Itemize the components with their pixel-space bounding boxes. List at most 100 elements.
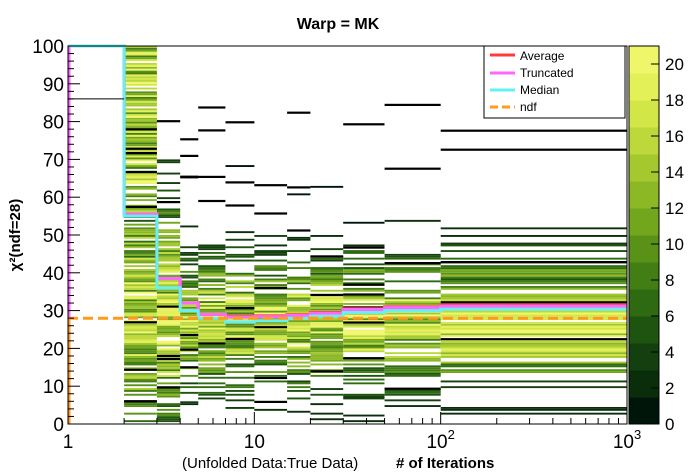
- heat-cell: [156, 418, 181, 421]
- heat-cell: [124, 231, 157, 234]
- heat-cell: [198, 301, 226, 303]
- heat-cell: [124, 182, 157, 184]
- heat-cell: [124, 310, 157, 313]
- heat-cell: [156, 210, 181, 213]
- heat-cell: [124, 53, 157, 56]
- heat-cell: [440, 242, 627, 245]
- heat-cell: [180, 356, 199, 358]
- heat-cell: [384, 369, 441, 372]
- heat-cell: [343, 221, 385, 224]
- heat-cell: [180, 391, 199, 394]
- heat-cell: [310, 289, 344, 292]
- heat-cell: [384, 390, 441, 392]
- heat-cell: [343, 357, 385, 360]
- heat-cell: [225, 352, 255, 355]
- heat-cell: [124, 295, 157, 298]
- heat-cell: [225, 327, 255, 330]
- heat-cell: [287, 236, 311, 239]
- heat-cell: [156, 214, 181, 217]
- heat-cell: [124, 289, 157, 292]
- heat-cell: [124, 314, 157, 317]
- heat-cell: [124, 367, 157, 370]
- heat-cell: [287, 348, 311, 351]
- heat-cell: [440, 344, 627, 347]
- heat-cell: [343, 303, 385, 305]
- heat-cell: [156, 354, 181, 358]
- heat-cell: [384, 312, 441, 315]
- heat-cell: [440, 276, 627, 279]
- heat-cell: [440, 250, 627, 252]
- heat-cell: [287, 380, 311, 383]
- heat-cell: [124, 142, 157, 145]
- heat-cell: [440, 325, 627, 328]
- heat-cell: [440, 310, 627, 313]
- heat-cell: [287, 193, 311, 196]
- heat-cell: [124, 380, 157, 383]
- heat-cell: [156, 240, 181, 243]
- heat-cell: [180, 348, 199, 351]
- heat-cell: [124, 110, 157, 113]
- heat-cell: [310, 418, 344, 421]
- heat-cell: [180, 270, 199, 273]
- heat-cell: [198, 303, 226, 305]
- heat-cell: [124, 352, 157, 355]
- heat-cell: [254, 184, 288, 187]
- y-tick-label: 70: [43, 150, 64, 171]
- heat-cell: [124, 269, 157, 271]
- heat-cell: [124, 159, 157, 162]
- heat-cell: [156, 388, 181, 390]
- heat-cell: [198, 244, 226, 247]
- heat-cell: [124, 180, 157, 183]
- heat-cell: [156, 189, 181, 192]
- heat-cell: [198, 386, 226, 389]
- heat-cell: [180, 334, 199, 337]
- heat-cell: [156, 386, 181, 389]
- x-tick-label: 10: [244, 432, 265, 453]
- heat-cell: [124, 123, 157, 126]
- heat-cell: [180, 320, 199, 322]
- heat-cell: [180, 138, 199, 141]
- heat-cell: [124, 306, 157, 309]
- heat-cell: [156, 316, 181, 319]
- heat-cell: [310, 269, 344, 271]
- x-axis-label-prefix: (Unfolded Data:True Data): [182, 455, 358, 472]
- heat-cell: [156, 244, 181, 247]
- color-scale-band: [629, 208, 659, 236]
- heat-cell: [225, 308, 255, 311]
- heat-cell: [124, 244, 157, 247]
- heat-cell: [198, 335, 226, 338]
- heat-cell: [310, 235, 344, 237]
- heat-cell: [198, 246, 226, 249]
- heat-cell: [124, 208, 157, 211]
- heat-cell: [310, 370, 344, 373]
- heat-cell: [254, 301, 288, 303]
- heat-cell: [225, 323, 255, 326]
- heat-cell: [384, 356, 441, 358]
- heat-cell: [124, 259, 157, 262]
- heat-cell: [440, 335, 627, 338]
- heat-cell: [310, 354, 344, 356]
- heat-cell: [384, 335, 441, 338]
- heat-cell: [343, 316, 385, 319]
- heat-cell: [156, 391, 181, 394]
- heat-cell: [384, 374, 441, 377]
- heat-cell: [124, 140, 157, 143]
- x-tick-exp: 3: [634, 427, 641, 442]
- heat-cell: [124, 219, 157, 222]
- heat-cell: [124, 74, 157, 77]
- heat-cell: [124, 320, 157, 322]
- heat-cell: [156, 352, 181, 355]
- heat-cell: [124, 63, 157, 65]
- heat-cell: [343, 344, 385, 347]
- heat-cell: [254, 303, 288, 305]
- heat-cell: [198, 338, 226, 341]
- heat-cell: [156, 331, 181, 334]
- heat-cell: [198, 397, 226, 400]
- heat-cell: [287, 329, 311, 332]
- heat-cell: [124, 308, 157, 311]
- heat-cell: [124, 301, 157, 303]
- heat-cell: [287, 335, 311, 338]
- heat-cell: [124, 403, 157, 406]
- heat-cell: [198, 272, 226, 275]
